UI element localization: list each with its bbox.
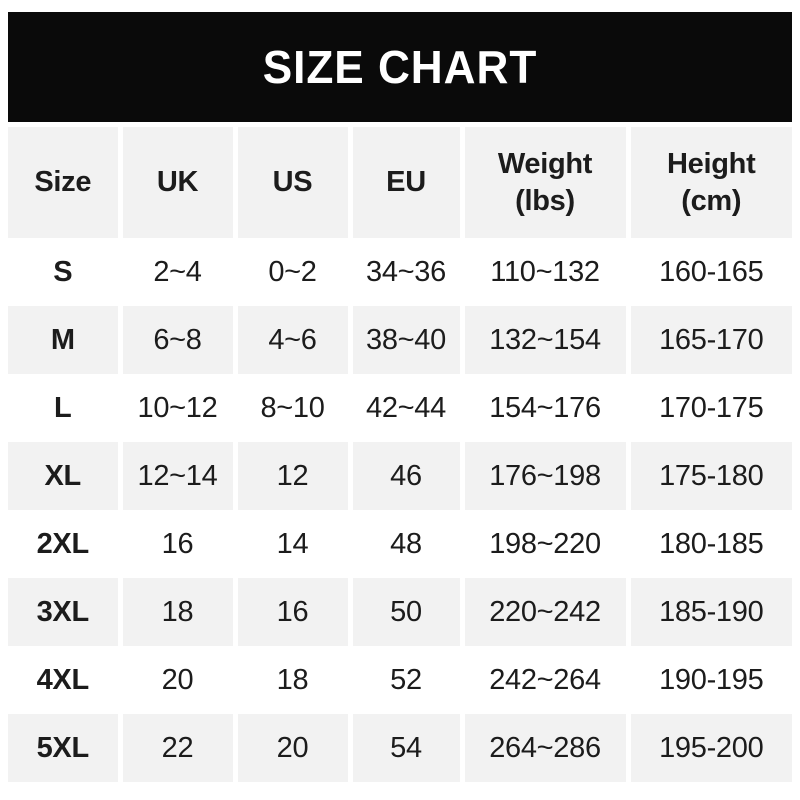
size-cell: 3XL: [36, 595, 90, 628]
uk-cell: 16: [117, 510, 235, 578]
page-title: SIZE CHART: [262, 41, 538, 93]
us-cell: 0~2: [232, 238, 350, 306]
eu-cell: 54: [347, 714, 462, 782]
size-table: Size UK US EU Weight (lbs) Height (cm) S…: [8, 127, 792, 782]
eu-cell: 52: [347, 646, 462, 714]
height-cell: 165-170: [625, 306, 792, 374]
eu-cell: 38~40: [347, 306, 462, 374]
table-row: 5XL 22 20 54 264~286 195-200: [8, 714, 792, 782]
weight-cell: 220~242: [459, 578, 628, 646]
table-row: M 6~8 4~6 38~40 132~154 165-170: [8, 306, 792, 374]
size-cell: L: [54, 391, 72, 424]
table-row: XL 12~14 12 46 176~198 175-180: [8, 442, 792, 510]
size-chart-page: SIZE CHART Size UK US EU Weight (lbs) He…: [0, 12, 800, 800]
title-banner: SIZE CHART: [8, 12, 792, 122]
height-cell: 160-165: [625, 238, 792, 306]
us-cell: 14: [232, 510, 350, 578]
us-cell: 12: [232, 442, 350, 510]
weight-cell: 154~176: [459, 374, 628, 442]
header-eu: EU: [347, 127, 462, 238]
size-cell: XL: [44, 459, 82, 492]
height-cell: 175-180: [625, 442, 792, 510]
weight-cell: 132~154: [459, 306, 628, 374]
eu-cell: 50: [347, 578, 462, 646]
uk-cell: 20: [117, 646, 235, 714]
header-weight: Weight (lbs): [459, 127, 628, 238]
header-height: Height (cm): [625, 127, 792, 238]
table-row: 3XL 18 16 50 220~242 185-190: [8, 578, 792, 646]
header-uk: UK: [117, 127, 235, 238]
eu-cell: 34~36: [347, 238, 462, 306]
eu-cell: 46: [347, 442, 462, 510]
size-cell: 5XL: [36, 731, 90, 764]
weight-cell: 176~198: [459, 442, 628, 510]
uk-cell: 18: [117, 578, 235, 646]
weight-cell: 110~132: [459, 238, 628, 306]
header-size: Size: [34, 166, 92, 199]
table-row: S 2~4 0~2 34~36 110~132 160-165: [8, 238, 792, 306]
uk-cell: 2~4: [117, 238, 235, 306]
us-cell: 8~10: [232, 374, 350, 442]
height-cell: 190-195: [625, 646, 792, 714]
us-cell: 16: [232, 578, 350, 646]
uk-cell: 10~12: [117, 374, 235, 442]
weight-cell: 198~220: [459, 510, 628, 578]
height-cell: 185-190: [625, 578, 792, 646]
size-cell: 4XL: [36, 663, 90, 696]
uk-cell: 22: [117, 714, 235, 782]
table-row: 4XL 20 18 52 242~264 190-195: [8, 646, 792, 714]
header-us: US: [232, 127, 350, 238]
uk-cell: 12~14: [117, 442, 235, 510]
size-cell: S: [53, 255, 73, 288]
table-header-row: Size UK US EU Weight (lbs) Height (cm): [8, 127, 792, 238]
size-cell: 2XL: [36, 527, 90, 560]
height-cell: 170-175: [625, 374, 792, 442]
us-cell: 4~6: [232, 306, 350, 374]
size-cell: M: [50, 323, 75, 356]
us-cell: 20: [232, 714, 350, 782]
table-row: 2XL 16 14 48 198~220 180-185: [8, 510, 792, 578]
weight-cell: 264~286: [459, 714, 628, 782]
eu-cell: 42~44: [347, 374, 462, 442]
height-cell: 180-185: [625, 510, 792, 578]
weight-cell: 242~264: [459, 646, 628, 714]
eu-cell: 48: [347, 510, 462, 578]
us-cell: 18: [232, 646, 350, 714]
height-cell: 195-200: [625, 714, 792, 782]
table-row: L 10~12 8~10 42~44 154~176 170-175: [8, 374, 792, 442]
uk-cell: 6~8: [117, 306, 235, 374]
